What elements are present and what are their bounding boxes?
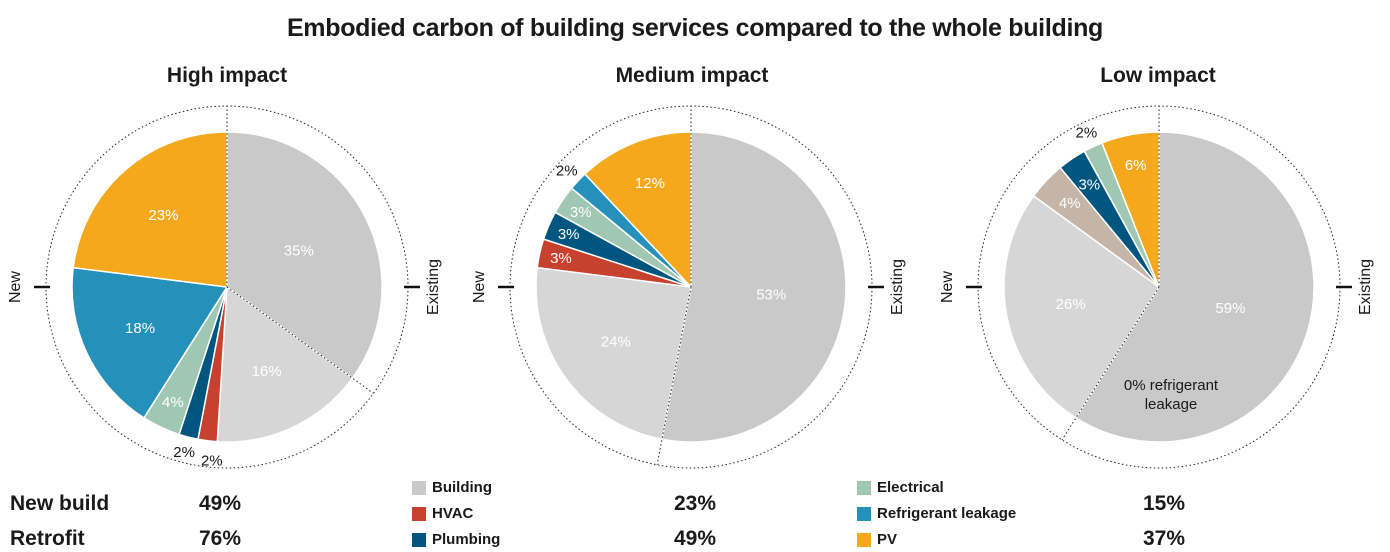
legend-label: Plumbing: [432, 531, 501, 548]
slice-label: 3%: [550, 250, 572, 267]
legend-item-refrigerant-leakage: Refrigerant leakage: [857, 505, 1016, 522]
legend-swatch: [412, 480, 426, 495]
pie-slice: [535, 266, 692, 441]
legend-label: PV: [877, 531, 898, 548]
pie-slice: [583, 131, 692, 289]
pie-slice: [1100, 131, 1160, 288]
slice-label: 2%: [173, 444, 195, 461]
legend-swatch: [412, 506, 426, 521]
legend-item-pv: PV: [857, 531, 897, 548]
slice-label: 6%: [1125, 157, 1147, 174]
legend-item-electrical: Electrical: [857, 479, 944, 496]
legend-swatch: [857, 506, 871, 521]
new-build-low: 15%: [1142, 492, 1186, 515]
slice-label: 2%: [1076, 125, 1098, 142]
legend-swatch: [857, 480, 871, 495]
slice-label: 3%: [1078, 176, 1100, 193]
slice-label: 23%: [148, 207, 178, 224]
chart-title-low: Low impact: [1100, 64, 1216, 87]
slice-label: 2%: [556, 162, 578, 179]
pie-slice: [661, 131, 847, 443]
legend-label: Refrigerant leakage: [877, 505, 1017, 522]
chart-title-high: High impact: [166, 64, 288, 87]
pie-1: 53% 24% 3% 3% 3% 2% 12% New Existing: [471, 105, 906, 469]
slice-label: 2%: [201, 453, 223, 470]
legend-item-plumbing: Plumbing: [412, 531, 500, 548]
slice-label: 12%: [635, 175, 665, 192]
legend-item-building: Building: [412, 479, 492, 496]
pie-0: 35% 16% 2% 2% 4% 18% 23% New Existing: [7, 105, 442, 470]
slice-label: 4%: [1059, 195, 1081, 212]
page-title: Embodied carbon of building services com…: [286, 14, 1104, 42]
slice-label: 59%: [1215, 300, 1245, 317]
slice-label: 35%: [284, 242, 314, 259]
side-label-new: New: [471, 271, 488, 303]
slice-label: 53%: [756, 287, 786, 304]
slice-label: 18%: [125, 320, 155, 337]
slice-label: 26%: [1056, 296, 1086, 313]
retrofit-low: 37%: [1142, 527, 1186, 550]
pie-slice: [72, 131, 228, 288]
legend-label: HVAC: [432, 505, 474, 522]
row-label-retrofit: Retrofit: [10, 527, 85, 550]
side-label-new: New: [7, 271, 24, 303]
legend-item-hvac: HVAC: [412, 505, 473, 522]
slice-label: 3%: [558, 226, 580, 243]
pie-slice: [1003, 194, 1161, 419]
new-build-medium: 23%: [673, 492, 717, 515]
pie-slice: [216, 285, 354, 443]
legend-label: Electrical: [877, 479, 944, 496]
annotation-line-1: 0% refrigerant: [1124, 377, 1219, 394]
slice-label: 24%: [601, 334, 631, 351]
chart-title-medium: Medium impact: [615, 64, 769, 87]
slice-label: 4%: [162, 394, 184, 411]
slice-label: 16%: [252, 363, 282, 380]
side-label-existing: Existing: [425, 259, 442, 315]
pie-slice: [71, 266, 229, 419]
new-build-high: 49%: [198, 492, 242, 515]
annotation-line-2: leakage: [1145, 396, 1198, 413]
side-label-existing: Existing: [889, 259, 906, 315]
retrofit-high: 76%: [198, 527, 242, 550]
row-label-new-build: New build: [10, 492, 110, 515]
side-label-new: New: [939, 271, 956, 303]
slice-label: 3%: [570, 204, 592, 221]
legend-label: Building: [432, 479, 492, 496]
retrofit-medium: 49%: [673, 527, 717, 550]
pie-slice: [1074, 131, 1315, 443]
legend-swatch: [412, 532, 426, 547]
pie-slice: [226, 131, 383, 380]
side-label-existing: Existing: [1357, 259, 1374, 315]
legend-swatch: [857, 532, 871, 547]
pie-2: 59% 26% 4% 3% 2% 6% New Existing 0% refrigerant l…: [939, 105, 1374, 469]
